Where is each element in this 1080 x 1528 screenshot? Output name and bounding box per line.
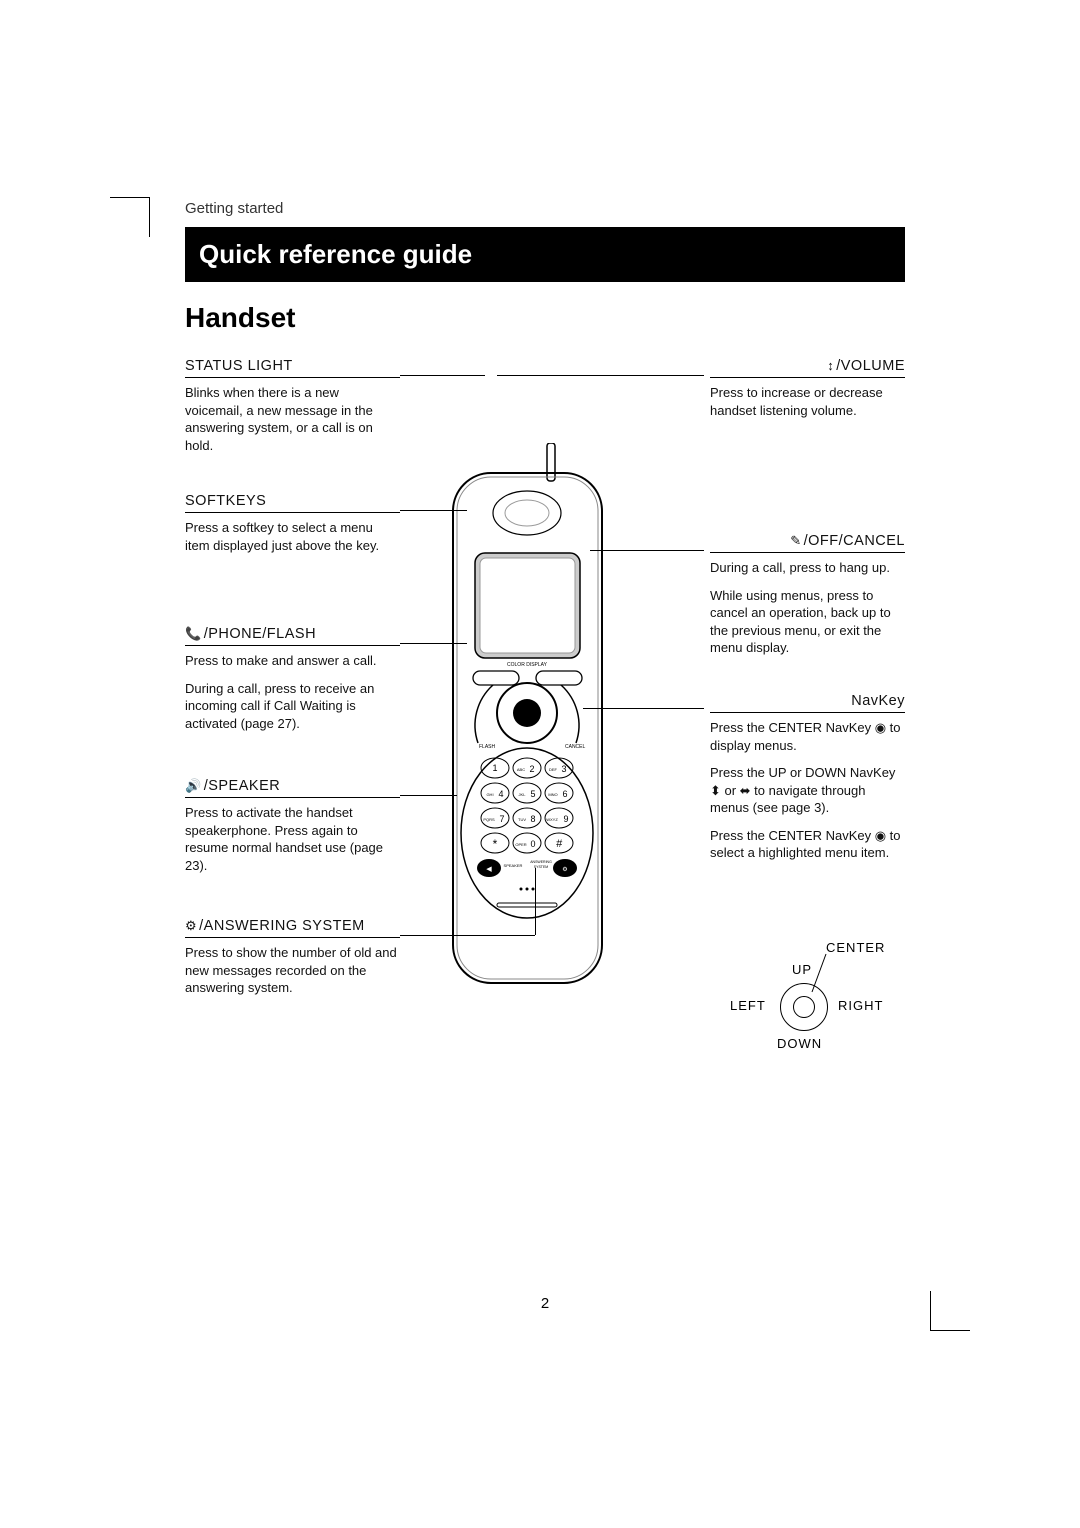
callout: ✎/OFF/CANCEL During a call, press to hang… xyxy=(710,533,905,667)
svg-text:8: 8 xyxy=(530,814,535,824)
callout-title-text: STATUS LIGHT xyxy=(185,358,293,374)
callout-body: Press a softkey to select a menu item di… xyxy=(185,519,400,554)
callout-body: Press to activate the handset speakerpho… xyxy=(185,804,400,874)
page-content: Getting started Quick reference guide Ha… xyxy=(185,200,905,1058)
svg-text:COLOR DISPLAY: COLOR DISPLAY xyxy=(507,662,548,668)
svg-text:4: 4 xyxy=(498,789,503,799)
handset-illustration: COLOR DISPLAY FLASH CANCEL 1 ABC xyxy=(435,443,620,988)
svg-text:1: 1 xyxy=(492,763,497,773)
svg-text:FLASH: FLASH xyxy=(479,744,496,750)
svg-text:MNO: MNO xyxy=(548,792,557,797)
svg-text:ANSWERING: ANSWERING xyxy=(530,860,552,864)
callout-title-text: /OFF/CANCEL xyxy=(804,533,905,549)
callout-title-text: /ANSWERING SYSTEM xyxy=(199,918,365,934)
svg-text:ABC: ABC xyxy=(517,767,525,772)
callout-body: Press to make and answer a call.During a… xyxy=(185,652,400,732)
callout-icon: 📞 xyxy=(185,626,202,641)
svg-text:PQRS: PQRS xyxy=(483,817,495,822)
callout-title: ⚙/ANSWERING SYSTEM xyxy=(185,918,400,938)
callout-title: NavKey xyxy=(710,693,905,713)
svg-text:6: 6 xyxy=(562,789,567,799)
callout-title-text: /PHONE/FLASH xyxy=(204,626,316,642)
callout: ↕/VOLUME Press to increase or decrease ha… xyxy=(710,358,905,429)
callout-icon: ↕ xyxy=(827,358,834,373)
callout-icon: ✎ xyxy=(790,533,801,548)
callout: ⚙/ANSWERING SYSTEM Press to show the numb… xyxy=(185,918,400,1007)
breadcrumb: Getting started xyxy=(185,200,905,217)
callout: 🔊/SPEAKER Press to activate the handset s… xyxy=(185,778,400,884)
callout-title: STATUS LIGHT xyxy=(185,358,400,378)
callout-body: Press to show the number of old and new … xyxy=(185,944,400,997)
svg-text:◀: ◀ xyxy=(486,866,492,873)
svg-text:*: * xyxy=(493,837,498,851)
callout-icon: ⚙ xyxy=(185,918,197,933)
svg-text:TUV: TUV xyxy=(518,817,526,822)
diagram-area: STATUS LIGHT Blinks when there is a new v… xyxy=(185,358,905,1058)
svg-text:DEF: DEF xyxy=(549,767,558,772)
svg-text:5: 5 xyxy=(530,789,535,799)
callout-title-text: NavKey xyxy=(851,693,905,709)
callout-title: 📞/PHONE/FLASH xyxy=(185,626,400,646)
crop-mark-tl xyxy=(110,175,150,198)
svg-text:9: 9 xyxy=(563,814,568,824)
page-title-bar: Quick reference guide xyxy=(185,227,905,282)
svg-text:OPER: OPER xyxy=(515,842,526,847)
svg-text:WXYZ: WXYZ xyxy=(546,817,558,822)
callout: STATUS LIGHT Blinks when there is a new v… xyxy=(185,358,400,464)
callout-body: During a call, press to hang up.While us… xyxy=(710,559,905,657)
svg-text:JKL: JKL xyxy=(519,792,527,797)
section-title: Handset xyxy=(185,302,905,334)
callout-title-text: /VOLUME xyxy=(836,358,905,374)
callout-title: SOFTKEYS xyxy=(185,493,400,513)
svg-text:3: 3 xyxy=(561,764,566,774)
callout-title: ↕/VOLUME xyxy=(710,358,905,378)
callout-title-text: /SPEAKER xyxy=(204,778,281,794)
svg-text:#: # xyxy=(556,838,563,850)
svg-text:7: 7 xyxy=(499,814,504,824)
callout-body: Press to increase or decrease handset li… xyxy=(710,384,905,419)
navkey-diagram: CENTER UP LEFT RIGHT DOWN xyxy=(710,948,905,1058)
callout-body: Blinks when there is a new voicemail, a … xyxy=(185,384,400,454)
svg-text:SPEAKER: SPEAKER xyxy=(504,863,523,868)
callout-title: ✎/OFF/CANCEL xyxy=(710,533,905,553)
callout: NavKey Press the CENTER NavKey ◉ to displ… xyxy=(710,693,905,872)
callout-icon: 🔊 xyxy=(185,778,202,793)
page-number: 2 xyxy=(185,1295,905,1312)
svg-text:CANCEL: CANCEL xyxy=(565,744,586,750)
callout-title: 🔊/SPEAKER xyxy=(185,778,400,798)
svg-text:GHI: GHI xyxy=(486,792,493,797)
callout-body: Press the CENTER NavKey ◉ to display men… xyxy=(710,719,905,862)
svg-text:2: 2 xyxy=(529,764,534,774)
callout-title-text: SOFTKEYS xyxy=(185,493,266,509)
callout: SOFTKEYS Press a softkey to select a menu… xyxy=(185,493,400,564)
svg-text:⚙: ⚙ xyxy=(562,866,567,873)
svg-text:0: 0 xyxy=(530,839,535,849)
crop-mark-br xyxy=(930,1330,970,1353)
callout: 📞/PHONE/FLASH Press to make and answer a … xyxy=(185,626,400,742)
